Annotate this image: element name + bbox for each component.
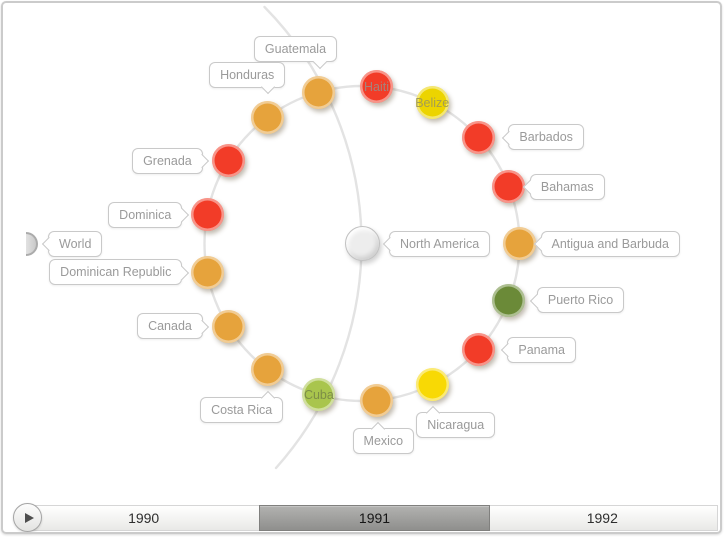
label-guatemala: Guatemala (253, 36, 338, 69)
node-label-cuba: Cuba (303, 387, 334, 402)
node-guatemala[interactable] (302, 75, 336, 109)
label-text: North America (400, 236, 480, 251)
label-puerto-rico: Puerto Rico (530, 287, 625, 314)
label-text: Panama (518, 342, 565, 357)
label-text: Nicaragua (427, 418, 485, 433)
node-honduras[interactable] (250, 101, 284, 135)
play-button[interactable] (13, 503, 42, 532)
node-costa-rica[interactable] (250, 352, 284, 386)
label-honduras: Honduras (209, 61, 286, 95)
label-text: Antigua and Barbuda (551, 236, 669, 251)
label-text: World (59, 236, 92, 251)
label-world: World (41, 230, 103, 257)
node-label-belize: Belize (415, 95, 450, 110)
node-dominican-republic[interactable] (190, 255, 224, 289)
label-text: Barbados (519, 130, 573, 145)
label-text: Grenada (143, 153, 192, 168)
node-nicaragua[interactable] (415, 367, 449, 401)
label-text: Honduras (220, 67, 275, 82)
node-north-america[interactable] (344, 226, 380, 261)
label-text: Dominica (119, 207, 172, 222)
year-cell-1992[interactable]: 1992 (488, 506, 717, 530)
node-belize[interactable]: Belize (415, 86, 450, 119)
node-canada[interactable] (211, 309, 245, 343)
label-dominica: Dominica (108, 201, 189, 228)
selected-year-label: 1991 (358, 510, 391, 526)
node-haiti[interactable]: Haiti (360, 70, 394, 104)
year-label-1992: 1992 (586, 510, 618, 526)
timeline-track[interactable]: 1990 1992 1991 (28, 505, 718, 531)
label-panama: Panama (500, 336, 576, 363)
label-mexico: Mexico (352, 421, 415, 455)
node-panama[interactable] (461, 333, 495, 367)
node-barbados[interactable] (461, 120, 495, 154)
node-puerto-rico[interactable] (492, 283, 526, 317)
label-text: Dominican Republic (60, 265, 172, 280)
label-nicaragua: Nicaragua (416, 405, 496, 439)
label-text: Costa Rica (211, 403, 273, 418)
label-canada: Canada (137, 313, 210, 340)
year-label-1990: 1990 (128, 510, 160, 526)
label-text: Guatemala (264, 42, 327, 56)
label-text: Puerto Rico (547, 293, 614, 308)
node-mexico[interactable] (360, 383, 394, 417)
node-dominica[interactable] (190, 198, 224, 232)
label-grenada: Grenada (132, 147, 210, 174)
node-antigua-and-barbuda[interactable] (503, 227, 536, 260)
label-text: Canada (148, 319, 192, 334)
label-dominican-republic: Dominican Republic (49, 259, 189, 286)
play-icon (24, 512, 34, 523)
label-antigua-and-barbuda: Antigua and Barbuda (533, 230, 680, 257)
label-north-america: North America (382, 230, 491, 257)
timeline-thumb[interactable]: 1991 (259, 505, 490, 531)
node-bahamas[interactable] (492, 170, 526, 204)
label-text: Mexico (363, 434, 404, 449)
label-bahamas: Bahamas (523, 173, 605, 200)
node-label-haiti: Haiti (364, 79, 390, 94)
label-text: Bahamas (540, 179, 594, 194)
label-costa-rica: Costa Rica (200, 390, 284, 424)
node-grenada[interactable] (211, 144, 245, 178)
label-barbados: Barbados (501, 124, 584, 151)
year-cell-1990[interactable]: 1990 (29, 506, 258, 530)
